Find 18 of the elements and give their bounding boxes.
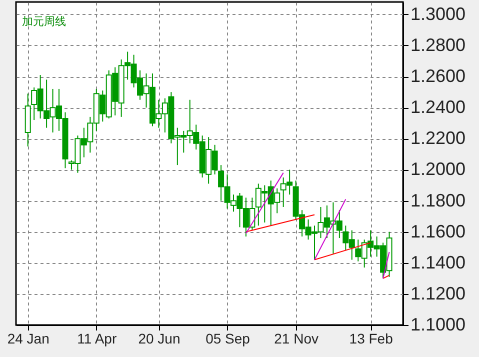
y-tick-label: 1.1000: [410, 314, 466, 334]
y-tick-label: 1.2800: [410, 34, 466, 55]
y-tick-label: 1.1200: [410, 283, 466, 304]
x-tick-label: 24 Jan: [7, 330, 50, 346]
y-tick-label: 1.1800: [410, 190, 466, 210]
y-tick-label: 1.3000: [410, 4, 466, 24]
x-tick-label: 11 Apr: [77, 330, 117, 346]
y-tick-label: 1.1400: [410, 252, 466, 272]
y-tick-label: 1.2200: [410, 128, 466, 148]
y-tick-label: 1.1600: [410, 221, 466, 242]
x-tick-label: 21 Nov: [274, 330, 318, 346]
x-tick-label: 13 Feb: [349, 330, 394, 346]
y-tick-label: 1.2000: [410, 159, 466, 180]
y-tick-label: 1.2400: [410, 97, 466, 118]
y-tick-label: 1.2600: [410, 66, 466, 86]
x-tick-label: 20 Jun: [138, 330, 180, 346]
x-tick-label: 05 Sep: [206, 330, 250, 346]
text: 加元周线: [22, 15, 66, 28]
